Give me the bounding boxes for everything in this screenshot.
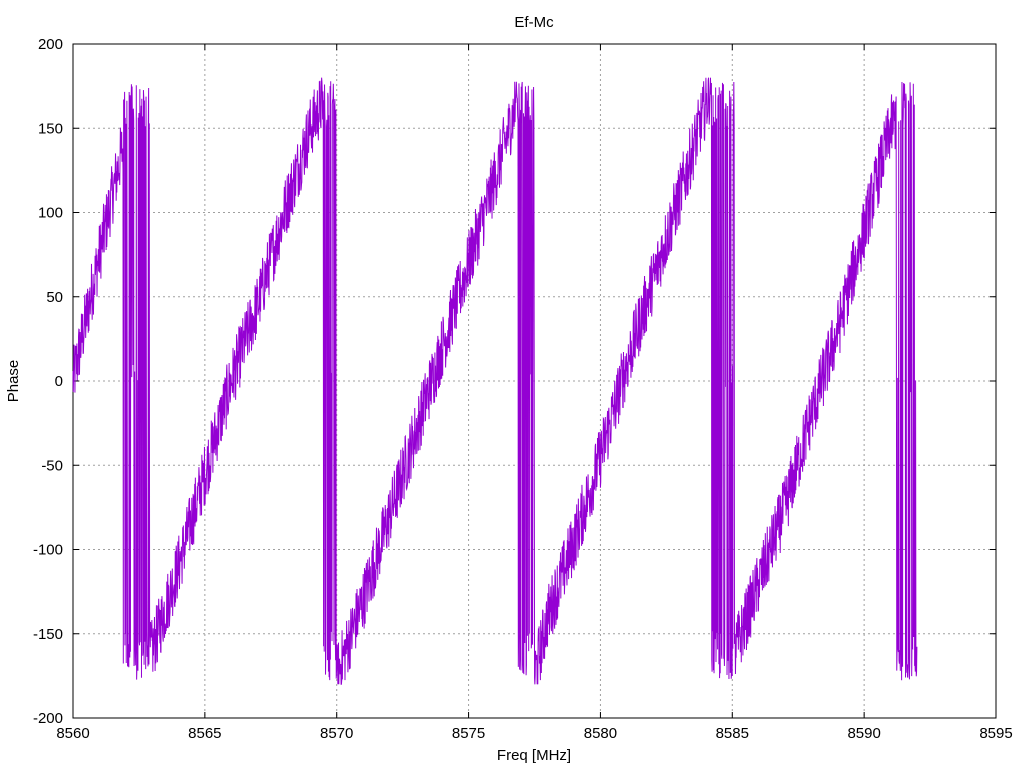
y-tick-label: -150 [33, 626, 63, 643]
phase-series-line [72, 77, 918, 685]
x-axis-label: Freq [MHz] [497, 747, 571, 764]
x-tick-label: 8580 [584, 725, 617, 742]
x-tick-label: 8560 [56, 725, 89, 742]
chart-title: Ef-Mc [514, 14, 554, 31]
y-tick-label: 50 [46, 289, 63, 306]
x-tick-label: 8585 [716, 725, 749, 742]
axis-ticks: 8560 8565 8570 8575 8580 8585 8590 8595 -200 -150… [33, 36, 1013, 742]
y-tick-label: 150 [38, 120, 63, 137]
x-tick-label: 8570 [320, 725, 353, 742]
y-tick-label: -200 [33, 710, 63, 727]
y-tick-label: 0 [55, 373, 63, 390]
x-tick-label: 8575 [452, 725, 485, 742]
y-axis-label: Phase [5, 360, 22, 403]
y-tick-label: 200 [38, 36, 63, 53]
x-tick-label: 8595 [979, 725, 1012, 742]
series-layer [72, 77, 918, 685]
x-tick-label: 8565 [188, 725, 221, 742]
y-tick-label: -50 [41, 457, 63, 474]
x-tick-label: 8590 [847, 725, 880, 742]
y-tick-label: -100 [33, 542, 63, 559]
y-tick-label: 100 [38, 205, 63, 222]
